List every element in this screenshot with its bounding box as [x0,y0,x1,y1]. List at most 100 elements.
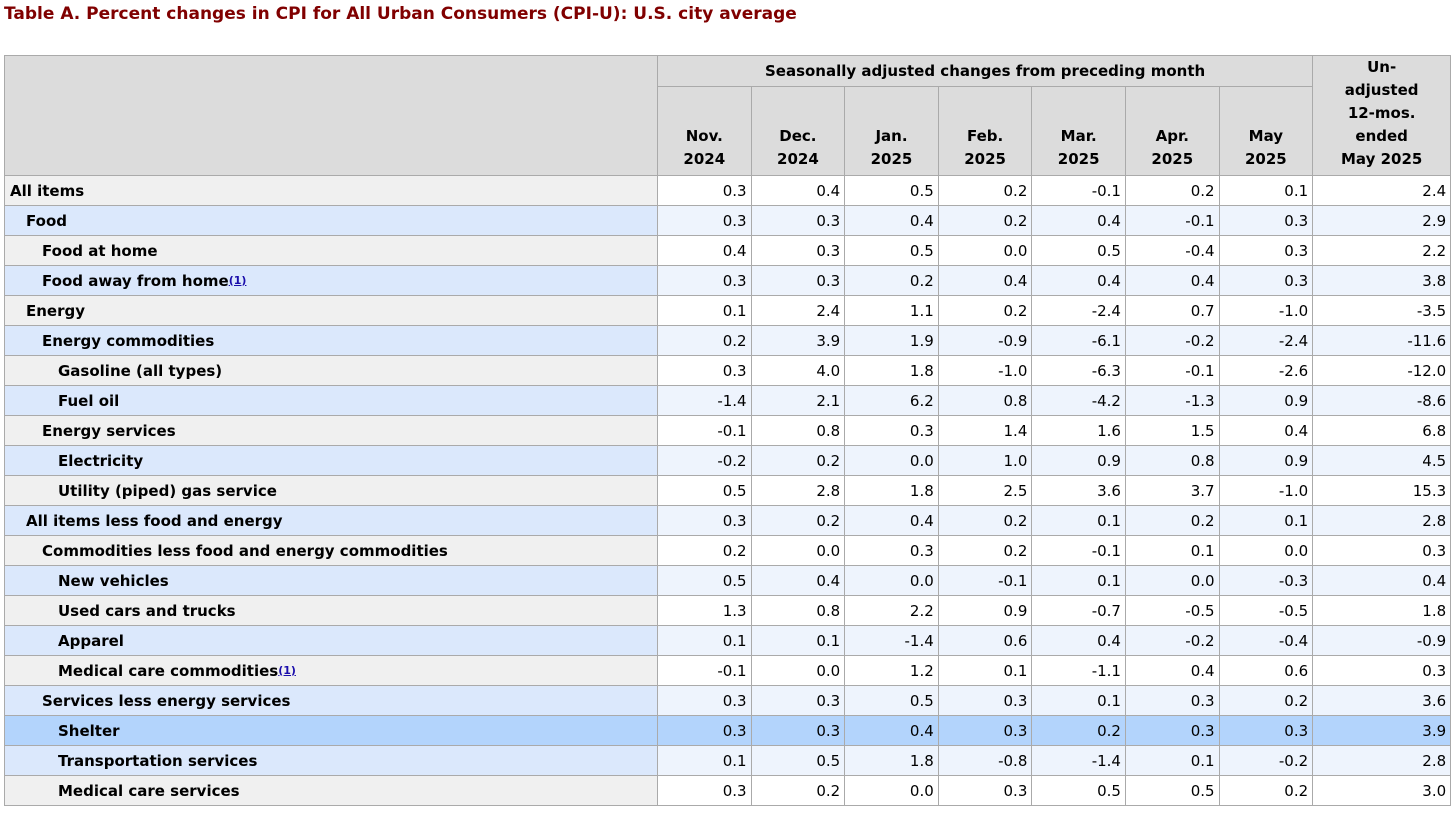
value-cell: -2.6 [1218,355,1314,386]
row-label: Used cars and trucks [4,595,658,626]
value-cell: 1.8 [844,475,939,506]
value-cell: 0.3 [1312,535,1452,566]
header-row: Seasonally adjusted changes from precedi… [4,55,1452,176]
value-cell: -1.0 [1218,475,1314,506]
value-cell: -0.9 [937,325,1033,356]
value-cell: 0.3 [657,775,752,806]
value-cell: 0.1 [1218,505,1314,536]
label-text: Food [26,211,67,230]
value-cell: 4.0 [750,355,846,386]
value-cell: 0.4 [1312,565,1452,596]
label-text: New vehicles [58,571,169,590]
value-cell: -12.0 [1312,355,1452,386]
value-cell: 0.9 [1031,445,1126,476]
table-row: Energy 0.1 2.4 1.1 0.2 -2.4 0.7 -1.0 -3.5 [4,295,1452,326]
table-title: Table A. Percent changes in CPI for All … [4,4,797,24]
value-cell: 0.3 [657,175,752,206]
value-cell: -2.4 [1031,295,1126,326]
column-header: May 2025 [1218,86,1314,176]
value-cell: 0.2 [657,535,752,566]
value-cell: 0.4 [1031,625,1126,656]
value-cell: 0.0 [1124,565,1220,596]
header-row: Nov. 2024 Dec. 2024 Jan. 2025 Feb. 2025 Mar.… [5,86,1451,176]
value-cell: -1.0 [937,355,1033,386]
table-row: Electricity -0.2 0.2 0.0 1.0 0.9 0.8 0.9 4.5 [4,445,1452,476]
footnote-link[interactable]: (1) [228,273,247,287]
value-cell: 0.5 [844,685,939,716]
value-cell: 0.0 [750,655,846,686]
table-row: Gasoline (all types) 0.3 4.0 1.8 -1.0 -6.3 -0.… [4,355,1452,386]
value-cell: 0.1 [937,655,1033,686]
value-cell: 3.9 [1312,715,1452,746]
value-cell: 0.3 [937,715,1033,746]
value-cell: -0.4 [1124,235,1220,266]
row-label: All items [4,175,658,206]
label-text: Food at home [42,241,158,260]
label-text: Used cars and trucks [58,601,236,620]
value-cell: 1.9 [844,325,939,356]
value-cell: 4.5 [1312,445,1452,476]
value-cell: 0.4 [844,715,939,746]
value-cell: -0.1 [1031,175,1126,206]
footnote-link[interactable]: (1) [278,663,296,677]
value-cell: -0.2 [1124,625,1220,656]
value-cell: 0.2 [844,265,939,296]
label-text: Electricity [58,451,144,470]
value-cell: -8.6 [1312,385,1452,416]
value-cell: 1.1 [844,295,939,326]
value-cell: -6.1 [1031,325,1126,356]
value-cell: 2.1 [750,385,846,416]
value-cell: 0.8 [750,595,846,626]
value-cell: 0.2 [1124,175,1220,206]
row-label: Food away from home(1) [4,265,658,296]
value-cell: 0.5 [657,565,752,596]
value-cell: -0.7 [1031,595,1126,626]
value-cell: 0.3 [657,505,752,536]
value-cell: 15.3 [1312,475,1452,506]
value-cell: -4.2 [1031,385,1126,416]
value-cell: 0.8 [750,415,846,446]
label-text: Energy services [42,421,176,440]
value-cell: 1.5 [1124,415,1220,446]
value-cell: 0.5 [844,235,939,266]
table-row: Food away from home(1) 0.3 0.3 0.2 0.4 0.4 0.4… [4,265,1452,296]
value-cell: -0.3 [1218,565,1314,596]
value-cell: 0.6 [937,625,1033,656]
value-cell: -2.4 [1218,325,1314,356]
value-cell: 1.8 [844,355,939,386]
value-cell: 0.3 [750,235,846,266]
value-cell: 0.4 [844,505,939,536]
value-cell: 0.5 [844,175,939,206]
value-cell: -11.6 [1312,325,1452,356]
label-text: Fuel oil [58,391,120,410]
row-label: Gasoline (all types) [4,355,658,386]
label-text: Services less energy services [42,691,291,710]
value-cell: -0.1 [937,565,1033,596]
value-cell: 0.3 [1218,235,1314,266]
value-cell: 0.0 [937,235,1033,266]
value-cell: 0.3 [844,415,939,446]
value-cell: 0.3 [937,775,1033,806]
value-cell: 0.0 [1218,535,1314,566]
value-cell: 0.3 [1218,715,1314,746]
row-label: Apparel [4,625,658,656]
value-cell: -1.4 [1031,745,1126,776]
value-cell: 0.3 [657,685,752,716]
value-cell: 0.3 [1218,205,1314,236]
value-cell: 0.2 [937,175,1033,206]
value-cell: 0.2 [750,775,846,806]
row-label: Services less energy services [4,685,658,716]
value-cell: 0.1 [657,295,752,326]
value-cell: -1.3 [1124,385,1220,416]
value-cell: 3.0 [1312,775,1452,806]
value-cell: 0.0 [844,565,939,596]
label-text: Energy commodities [42,331,215,350]
label-text: Commodities less food and energy commodi… [42,541,448,560]
value-cell: 0.2 [1218,775,1314,806]
value-cell: 1.2 [844,655,939,686]
value-cell: -0.2 [1218,745,1314,776]
value-cell: 0.2 [750,505,846,536]
value-cell: 0.3 [750,205,846,236]
value-cell: -3.5 [1312,295,1452,326]
value-cell: 2.2 [1312,235,1452,266]
